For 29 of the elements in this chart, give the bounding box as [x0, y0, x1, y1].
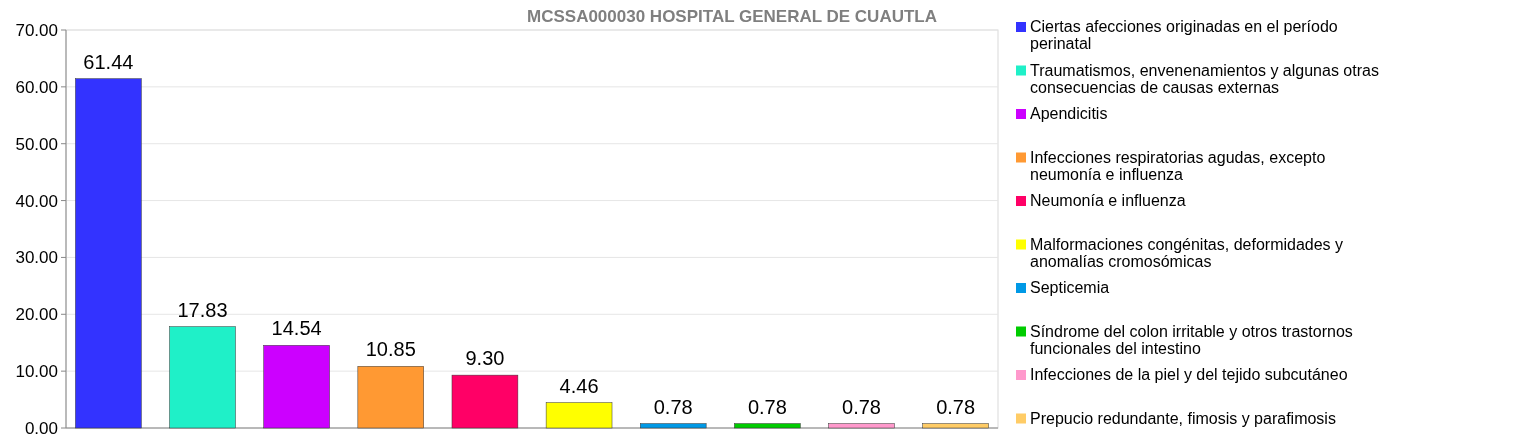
- data-label: 61.44: [83, 50, 134, 73]
- legend-label: Síndrome del colon irritable y otros trastornos funcionales del intestino: [1030, 322, 1353, 357]
- legend-label: Septicemia: [1030, 279, 1110, 296]
- y-tick-label: 10.00: [15, 362, 58, 382]
- data-label: 0.78: [842, 395, 881, 418]
- legend-label: Malformaciones congénitas, deformidades y anomalías cromosómicas: [1030, 235, 1344, 270]
- y-tick-label: 0.00: [24, 418, 58, 438]
- y-tick-label: 50.00: [15, 134, 58, 154]
- chart-title: MCSSA000030 HOSPITAL GENERAL DE CUAUTLA: [527, 7, 937, 26]
- data-label: 4.46: [559, 374, 599, 397]
- legend-label: Apendicitis: [1030, 105, 1108, 122]
- y-tick-label: 60.00: [15, 77, 58, 97]
- y-tick-label: 40.00: [15, 191, 58, 211]
- y-tick-label: 30.00: [15, 248, 58, 268]
- legend-label: Ciertas afecciones originadas en el período perinatal: [1030, 18, 1338, 52]
- legend-label: Neumonía e influenza: [1030, 192, 1186, 209]
- legend-label: Traumatismos, envenenamientos y algunas otras consecuencias de causas externas: [1030, 61, 1379, 96]
- y-tick-label: 20.00: [15, 305, 58, 325]
- legend-label: Prepucio redundante, fimosis y parafimosis: [1030, 409, 1336, 427]
- data-label: 0.78: [747, 395, 787, 418]
- legend-label: Infecciones de la piel y del tejido subcutáneo: [1030, 366, 1348, 383]
- y-tick-label: 70.00: [15, 20, 58, 40]
- data-label: 14.54: [271, 317, 322, 340]
- data-label: 17.83: [177, 298, 228, 321]
- data-label: 10.85: [365, 338, 416, 361]
- data-label: 0.78: [936, 395, 976, 418]
- data-label: 9.30: [465, 347, 505, 370]
- legend-label: Infecciones respiratorias agudas, excepto neumonía e influenza: [1030, 148, 1326, 183]
- data-label: 0.78: [653, 395, 693, 418]
